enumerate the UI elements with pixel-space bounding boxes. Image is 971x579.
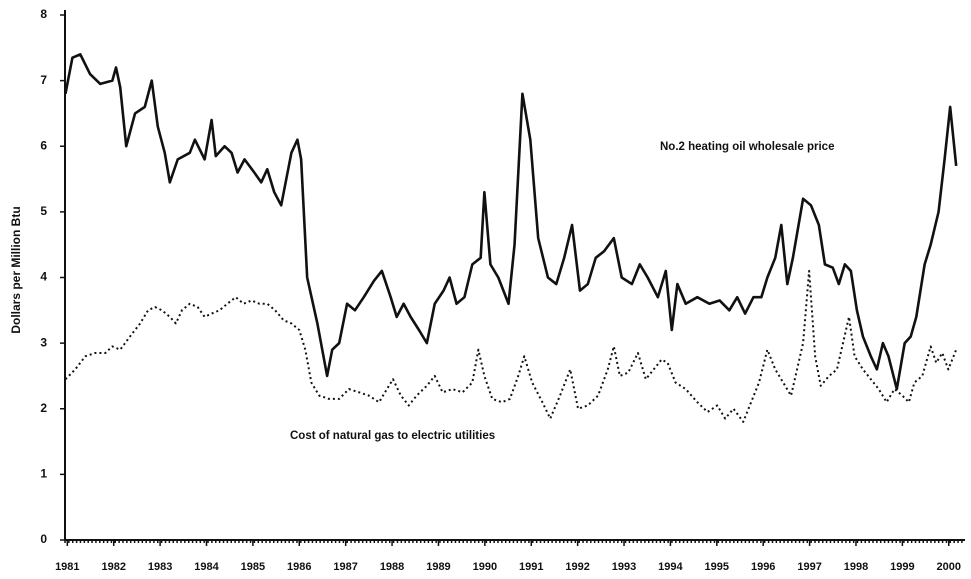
x-tick-label: 1993: [612, 561, 636, 573]
series-label: No.2 heating oil wholesale price: [660, 141, 834, 153]
y-tick-label: 3: [40, 335, 47, 349]
y-tick-label: 6: [40, 138, 47, 152]
x-tick-label: 1986: [287, 561, 311, 573]
x-tick-label: 1984: [194, 561, 219, 573]
series-label: Cost of natural gas to electric utilitie…: [290, 430, 495, 442]
x-tick-label: 1999: [890, 561, 914, 573]
x-tick-label: 1983: [148, 561, 172, 573]
y-tick-label: 0: [40, 532, 47, 546]
y-tick-label: 1: [40, 467, 47, 481]
x-tick-label: 1996: [751, 561, 775, 573]
x-tick-label: 1987: [333, 561, 357, 573]
y-tick-label: 8: [40, 7, 47, 21]
y-axis-label: Dollars per Million Btu: [9, 206, 23, 333]
x-tick-label: 1991: [519, 561, 543, 573]
x-tick-label: 1990: [473, 561, 497, 573]
x-tick-label: 1985: [241, 561, 265, 573]
x-tick-label: 1995: [705, 561, 729, 573]
x-tick-label: 1988: [380, 561, 404, 573]
x-tick-label: 1994: [658, 561, 683, 573]
y-tick-label: 5: [40, 204, 47, 218]
x-tick-label: 1981: [55, 561, 79, 573]
x-tick-label: 2000: [937, 561, 961, 573]
y-tick-label: 2: [40, 401, 47, 415]
x-tick-label: 1998: [844, 561, 868, 573]
series-line: [64, 53, 958, 391]
y-tick-label: 4: [40, 270, 47, 284]
x-tick-label: 1992: [565, 561, 589, 573]
x-tick-label: 1982: [101, 561, 125, 573]
x-tick-label: 1989: [426, 561, 450, 573]
x-tick-label: 1997: [797, 561, 821, 573]
y-tick-label: 7: [40, 73, 47, 87]
series-line: [64, 269, 958, 423]
